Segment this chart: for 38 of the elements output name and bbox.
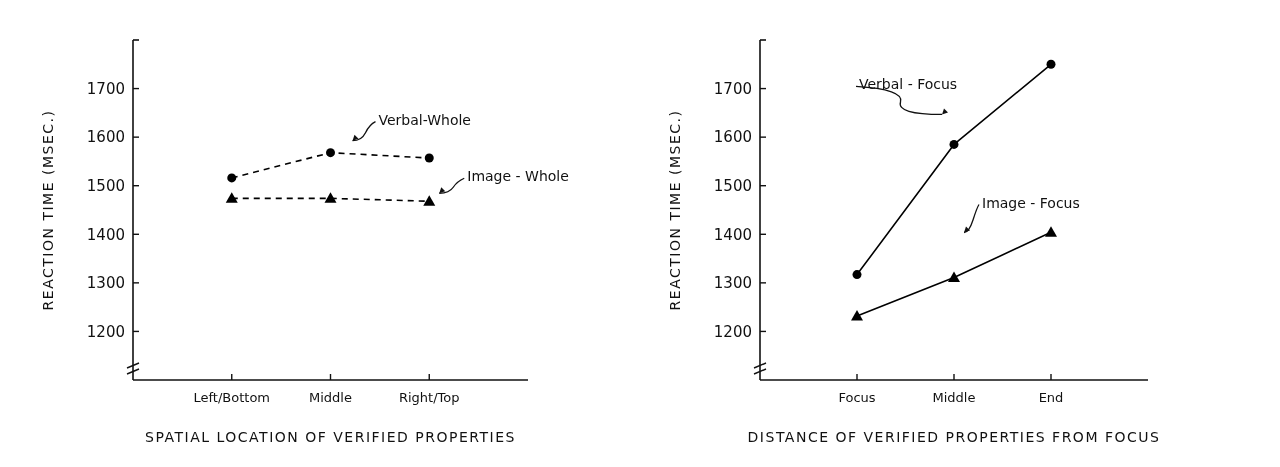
x-tick-label: End (1038, 390, 1064, 405)
point (324, 192, 337, 203)
y-axis-title: REACTION TIME (MSEC.) (40, 109, 56, 311)
x-axis-title: SPATIAL LOCATION OF VERIFIED PROPERTIES (145, 429, 516, 445)
point (423, 195, 436, 206)
x-tick-label: Middle (932, 390, 976, 405)
x-axis-title: DISTANCE OF VERIFIED PROPERTIES FROM FOCUS (747, 429, 1161, 445)
text: Image - Focus (982, 194, 1080, 211)
x-tick-label: Right/Top (398, 390, 460, 405)
point (227, 173, 237, 183)
y-tick-label: 1300 (86, 274, 125, 293)
point (424, 153, 434, 163)
y-tick-label: 1400 (713, 225, 752, 244)
point (225, 192, 238, 203)
point (948, 271, 960, 283)
x-tick-label: Focus (838, 390, 876, 405)
y-tick-label: 1400 (86, 225, 125, 244)
point (1045, 226, 1057, 237)
y-tick-label: 1700 (86, 79, 125, 98)
y-tick-label: 1500 (86, 176, 125, 195)
point (326, 148, 335, 158)
y-tick-label: 1600 (713, 128, 752, 147)
point (851, 309, 863, 321)
y-axis-title: REACTION TIME (MSEC.) (667, 109, 683, 311)
y-tick-label: 1300 (713, 274, 752, 293)
text: Image - Whole (467, 168, 569, 185)
y-tick-label: 1600 (86, 128, 125, 147)
y-tick-label: 1200 (713, 322, 752, 341)
y-tick-label: 1200 (86, 322, 125, 341)
point (949, 139, 959, 149)
point (852, 270, 862, 280)
text: Verbal - Focus (859, 76, 958, 93)
point (1046, 59, 1056, 69)
x-tick-label: Middle (309, 390, 352, 405)
y-tick-label: 1500 (713, 176, 752, 195)
y-tick-label: 1700 (713, 79, 752, 98)
x-tick-label: Left/Bottom (193, 390, 271, 405)
series-label: Verbal-Whole (378, 111, 471, 128)
